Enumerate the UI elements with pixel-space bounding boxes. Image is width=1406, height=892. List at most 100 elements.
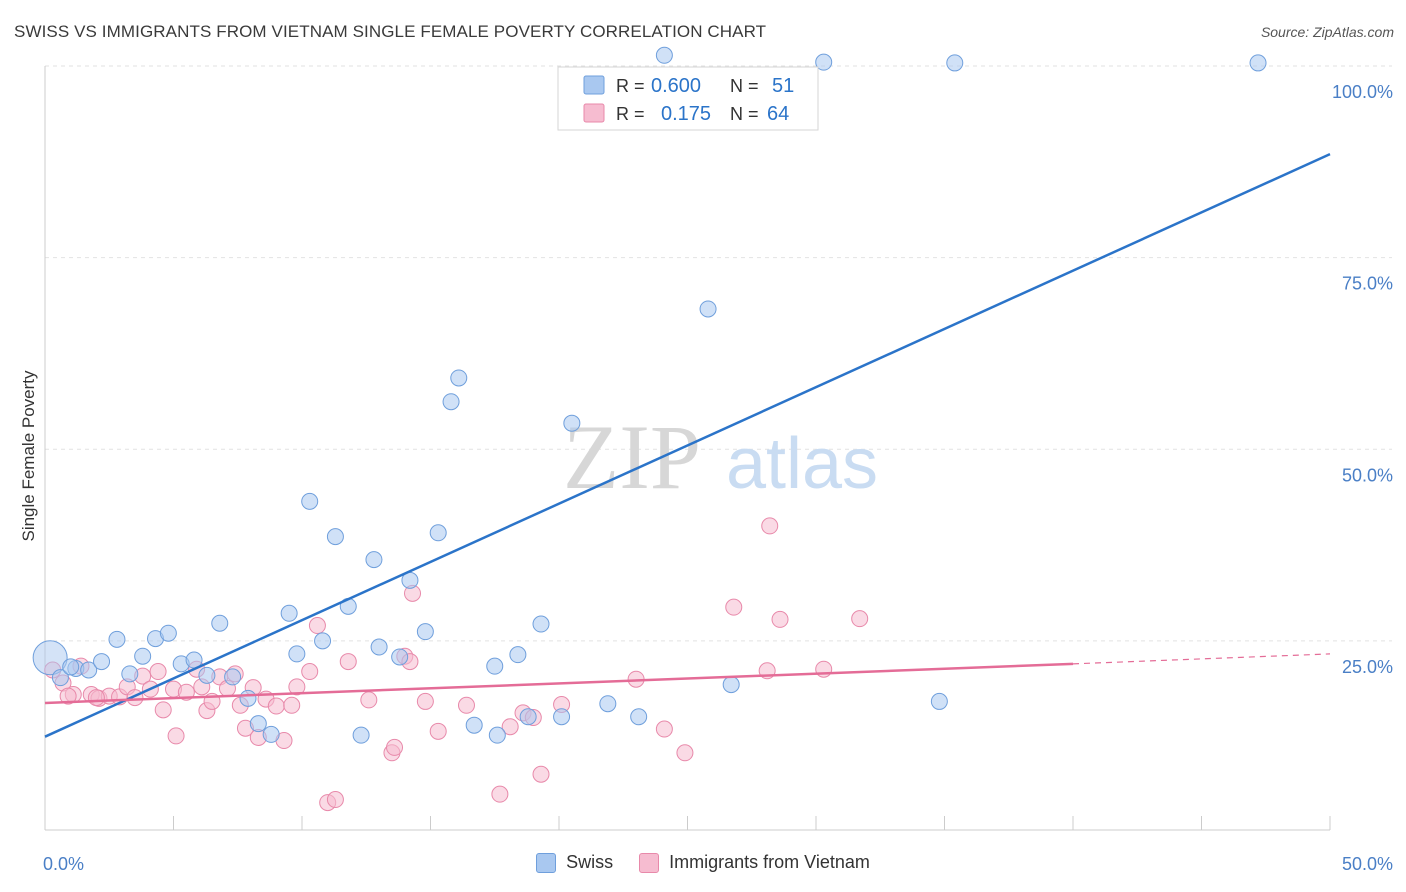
- swiss-point-17: [262, 725, 280, 743]
- swiss-point-41: [599, 695, 617, 713]
- vietnam-trend-extension: [1072, 653, 1331, 665]
- vietnam-point-40: [386, 738, 404, 756]
- swiss-point-33: [465, 716, 483, 734]
- vietnam-point-55: [676, 744, 694, 762]
- swiss-point-1: [51, 669, 69, 687]
- swiss-point-4: [93, 653, 111, 671]
- vietnam-point-50: [532, 765, 550, 783]
- swiss-point-20: [301, 492, 319, 510]
- swiss-point-7: [134, 647, 152, 665]
- vietnam-point-13: [154, 701, 172, 719]
- stats-legend: R = 0.600 N = 51 R = 0.175 N = 64: [557, 66, 819, 131]
- vietnam-point-29: [267, 697, 285, 715]
- vietnam-point-63: [87, 689, 105, 707]
- swiss-point-48: [946, 54, 964, 72]
- source-credit: Source: ZipAtlas.com: [1260, 24, 1394, 40]
- vietnam-point-60: [815, 660, 833, 678]
- stats-legend-swiss-r-label: R =: [616, 76, 645, 96]
- trend-lines: [44, 153, 1331, 738]
- bottom-legend-vietnam: Immigrants from Vietnam: [639, 852, 870, 873]
- vietnam-point-61: [851, 610, 869, 628]
- swiss-point-21: [314, 632, 332, 650]
- vietnam-point-57: [761, 517, 779, 535]
- swiss-point-45: [722, 676, 740, 694]
- bottom-legend-swiss: Swiss: [536, 852, 613, 873]
- vietnam-trend-line: [44, 662, 1074, 705]
- swiss-point-3: [80, 661, 98, 679]
- swiss-point-22: [326, 528, 344, 546]
- stats-legend-vietnam-r-value: 0.175: [661, 103, 711, 125]
- y-axis-label: Single Female Poverty: [19, 370, 38, 542]
- vietnam-point-37: [339, 653, 357, 671]
- stats-legend-swiss-swatch: [583, 75, 605, 95]
- stats-legend-vietnam-n-label: N =: [730, 104, 759, 124]
- stats-legend-vietnam-n-value: 64: [767, 103, 789, 125]
- swiss-point-42: [630, 708, 648, 726]
- vietnam-point-15: [167, 727, 185, 745]
- vietnam-point-46: [457, 696, 475, 714]
- vietnam-point-38: [360, 691, 378, 709]
- vietnam-point-36: [326, 791, 344, 809]
- vietnam-point-32: [288, 678, 306, 696]
- watermark-atlas: atlas: [726, 424, 878, 504]
- swiss-point-0: [32, 640, 68, 676]
- swiss-point-12: [198, 666, 216, 684]
- swiss-point-47: [930, 692, 948, 710]
- swiss-point-30: [429, 524, 447, 542]
- swiss-point-5: [108, 630, 126, 648]
- stats-legend-vietnam-swatch: [583, 103, 605, 123]
- stats-legend-swiss-n-value: 51: [772, 75, 794, 97]
- chart-title: SWISS VS IMMIGRANTS FROM VIETNAM SINGLE …: [14, 22, 767, 41]
- vietnam-point-33: [301, 663, 319, 681]
- swiss-point-6: [121, 665, 139, 683]
- swiss-point-25: [365, 551, 383, 569]
- swiss-point-27: [391, 648, 409, 666]
- stats-legend-swiss-n-label: N =: [730, 76, 759, 96]
- vietnam-point-54: [655, 720, 673, 738]
- swiss-point-40: [563, 414, 581, 432]
- vietnam-point-48: [501, 718, 519, 736]
- bottom-legend-vietnam-swatch: [639, 852, 660, 873]
- bottom-legend-swiss-label: Swiss: [566, 852, 614, 872]
- swiss-point-36: [509, 646, 527, 664]
- vietnam-point-45: [429, 722, 447, 740]
- y-tick-label-100: 100.0%: [1332, 82, 1393, 102]
- swiss-point-19: [288, 645, 306, 663]
- swiss-point-16: [249, 715, 267, 733]
- swiss-trend-line: [44, 153, 1331, 738]
- y-tick-label-50: 50.0%: [1342, 465, 1393, 485]
- vietnam-point-12: [149, 663, 167, 681]
- vietnam-point-56: [725, 598, 743, 616]
- vietnam-points: [44, 517, 869, 812]
- vietnam-point-62: [59, 687, 77, 705]
- tick-labels: 25.0% 50.0% 75.0% 100.0% 0.0% 50.0%: [43, 82, 1393, 874]
- bottom-legend: Swiss Immigrants from Vietnam: [0, 852, 1406, 873]
- swiss-point-13: [211, 614, 229, 632]
- swiss-point-38: [532, 615, 550, 633]
- swiss-point-44: [699, 300, 717, 318]
- vietnam-point-34: [308, 617, 326, 635]
- vietnam-point-31: [283, 696, 301, 714]
- stats-legend-swiss-r-value: 0.600: [651, 75, 701, 97]
- swiss-point-43: [655, 46, 673, 64]
- swiss-point-14: [224, 668, 242, 686]
- vietnam-point-59: [771, 610, 789, 628]
- swiss-point-26: [370, 638, 388, 656]
- watermark: ZIP atlas: [563, 406, 878, 508]
- vietnam-point-44: [416, 692, 434, 710]
- swiss-point-32: [450, 369, 468, 387]
- y-tick-label-25: 25.0%: [1342, 657, 1393, 677]
- swiss-point-35: [488, 726, 506, 744]
- swiss-point-34: [486, 657, 504, 675]
- stats-legend-vietnam-r-label: R =: [616, 104, 645, 124]
- x-tick-label-min: 0.0%: [43, 854, 84, 874]
- x-tick-label-max: 50.0%: [1342, 854, 1393, 874]
- bottom-legend-swiss-swatch: [536, 852, 557, 873]
- swiss-point-29: [416, 623, 434, 641]
- swiss-point-18: [280, 604, 298, 622]
- swiss-point-15: [239, 689, 257, 707]
- grid-lines: [45, 65, 1392, 642]
- bottom-legend-vietnam-label: Immigrants from Vietnam: [669, 852, 870, 872]
- swiss-point-9: [159, 624, 177, 642]
